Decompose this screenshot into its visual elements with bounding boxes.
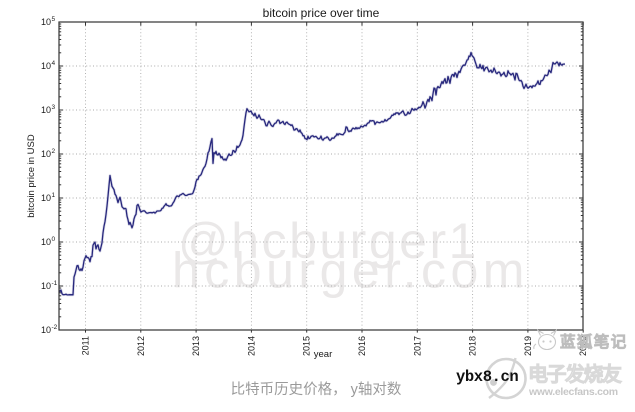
- svg-text:2016: 2016: [357, 336, 367, 356]
- svg-text:bitcoin price in USD: bitcoin price in USD: [26, 134, 37, 218]
- svg-text:10: 10: [41, 149, 51, 159]
- svg-text:10: 10: [41, 325, 51, 335]
- svg-text:0: 0: [52, 236, 56, 243]
- svg-text:2014: 2014: [246, 336, 256, 356]
- svg-text:2011: 2011: [81, 336, 91, 355]
- svg-text:10: 10: [41, 105, 51, 115]
- svg-text:10: 10: [41, 17, 51, 27]
- svg-text:电子发烧友: 电子发烧友: [528, 362, 622, 386]
- svg-text:-2: -2: [52, 324, 58, 331]
- svg-text:2: 2: [52, 148, 56, 155]
- svg-text:-1: -1: [52, 280, 58, 287]
- svg-text:bitcoin price over time: bitcoin price over time: [263, 6, 380, 20]
- svg-text:ybx8.cn: ybx8.cn: [456, 368, 518, 386]
- svg-text:2013: 2013: [191, 336, 201, 356]
- svg-text:10: 10: [41, 281, 51, 291]
- svg-text:2015: 2015: [302, 336, 312, 356]
- svg-text:4: 4: [52, 60, 56, 67]
- svg-text:@hcburger1: @hcburger1: [178, 213, 479, 269]
- svg-text:比特币历史价格， y轴对数: 比特币历史价格， y轴对数: [231, 381, 402, 398]
- svg-text:www.elecfans.com: www.elecfans.com: [528, 386, 618, 398]
- svg-text:year: year: [314, 349, 332, 360]
- svg-text:2012: 2012: [136, 336, 146, 356]
- svg-text:2020: 2020: [578, 336, 588, 356]
- svg-text:10: 10: [41, 193, 51, 203]
- svg-text:5: 5: [52, 16, 56, 23]
- svg-text:1: 1: [52, 192, 56, 199]
- svg-text:hcburger.com: hcburger.com: [172, 243, 529, 299]
- svg-text:2017: 2017: [412, 336, 422, 356]
- svg-text:10: 10: [41, 237, 51, 247]
- svg-text:3: 3: [52, 104, 56, 111]
- svg-text:10: 10: [41, 61, 51, 71]
- svg-text:蓝狐笔记: 蓝狐笔记: [560, 332, 628, 351]
- svg-text:2019: 2019: [523, 336, 533, 356]
- svg-text:2018: 2018: [468, 336, 478, 356]
